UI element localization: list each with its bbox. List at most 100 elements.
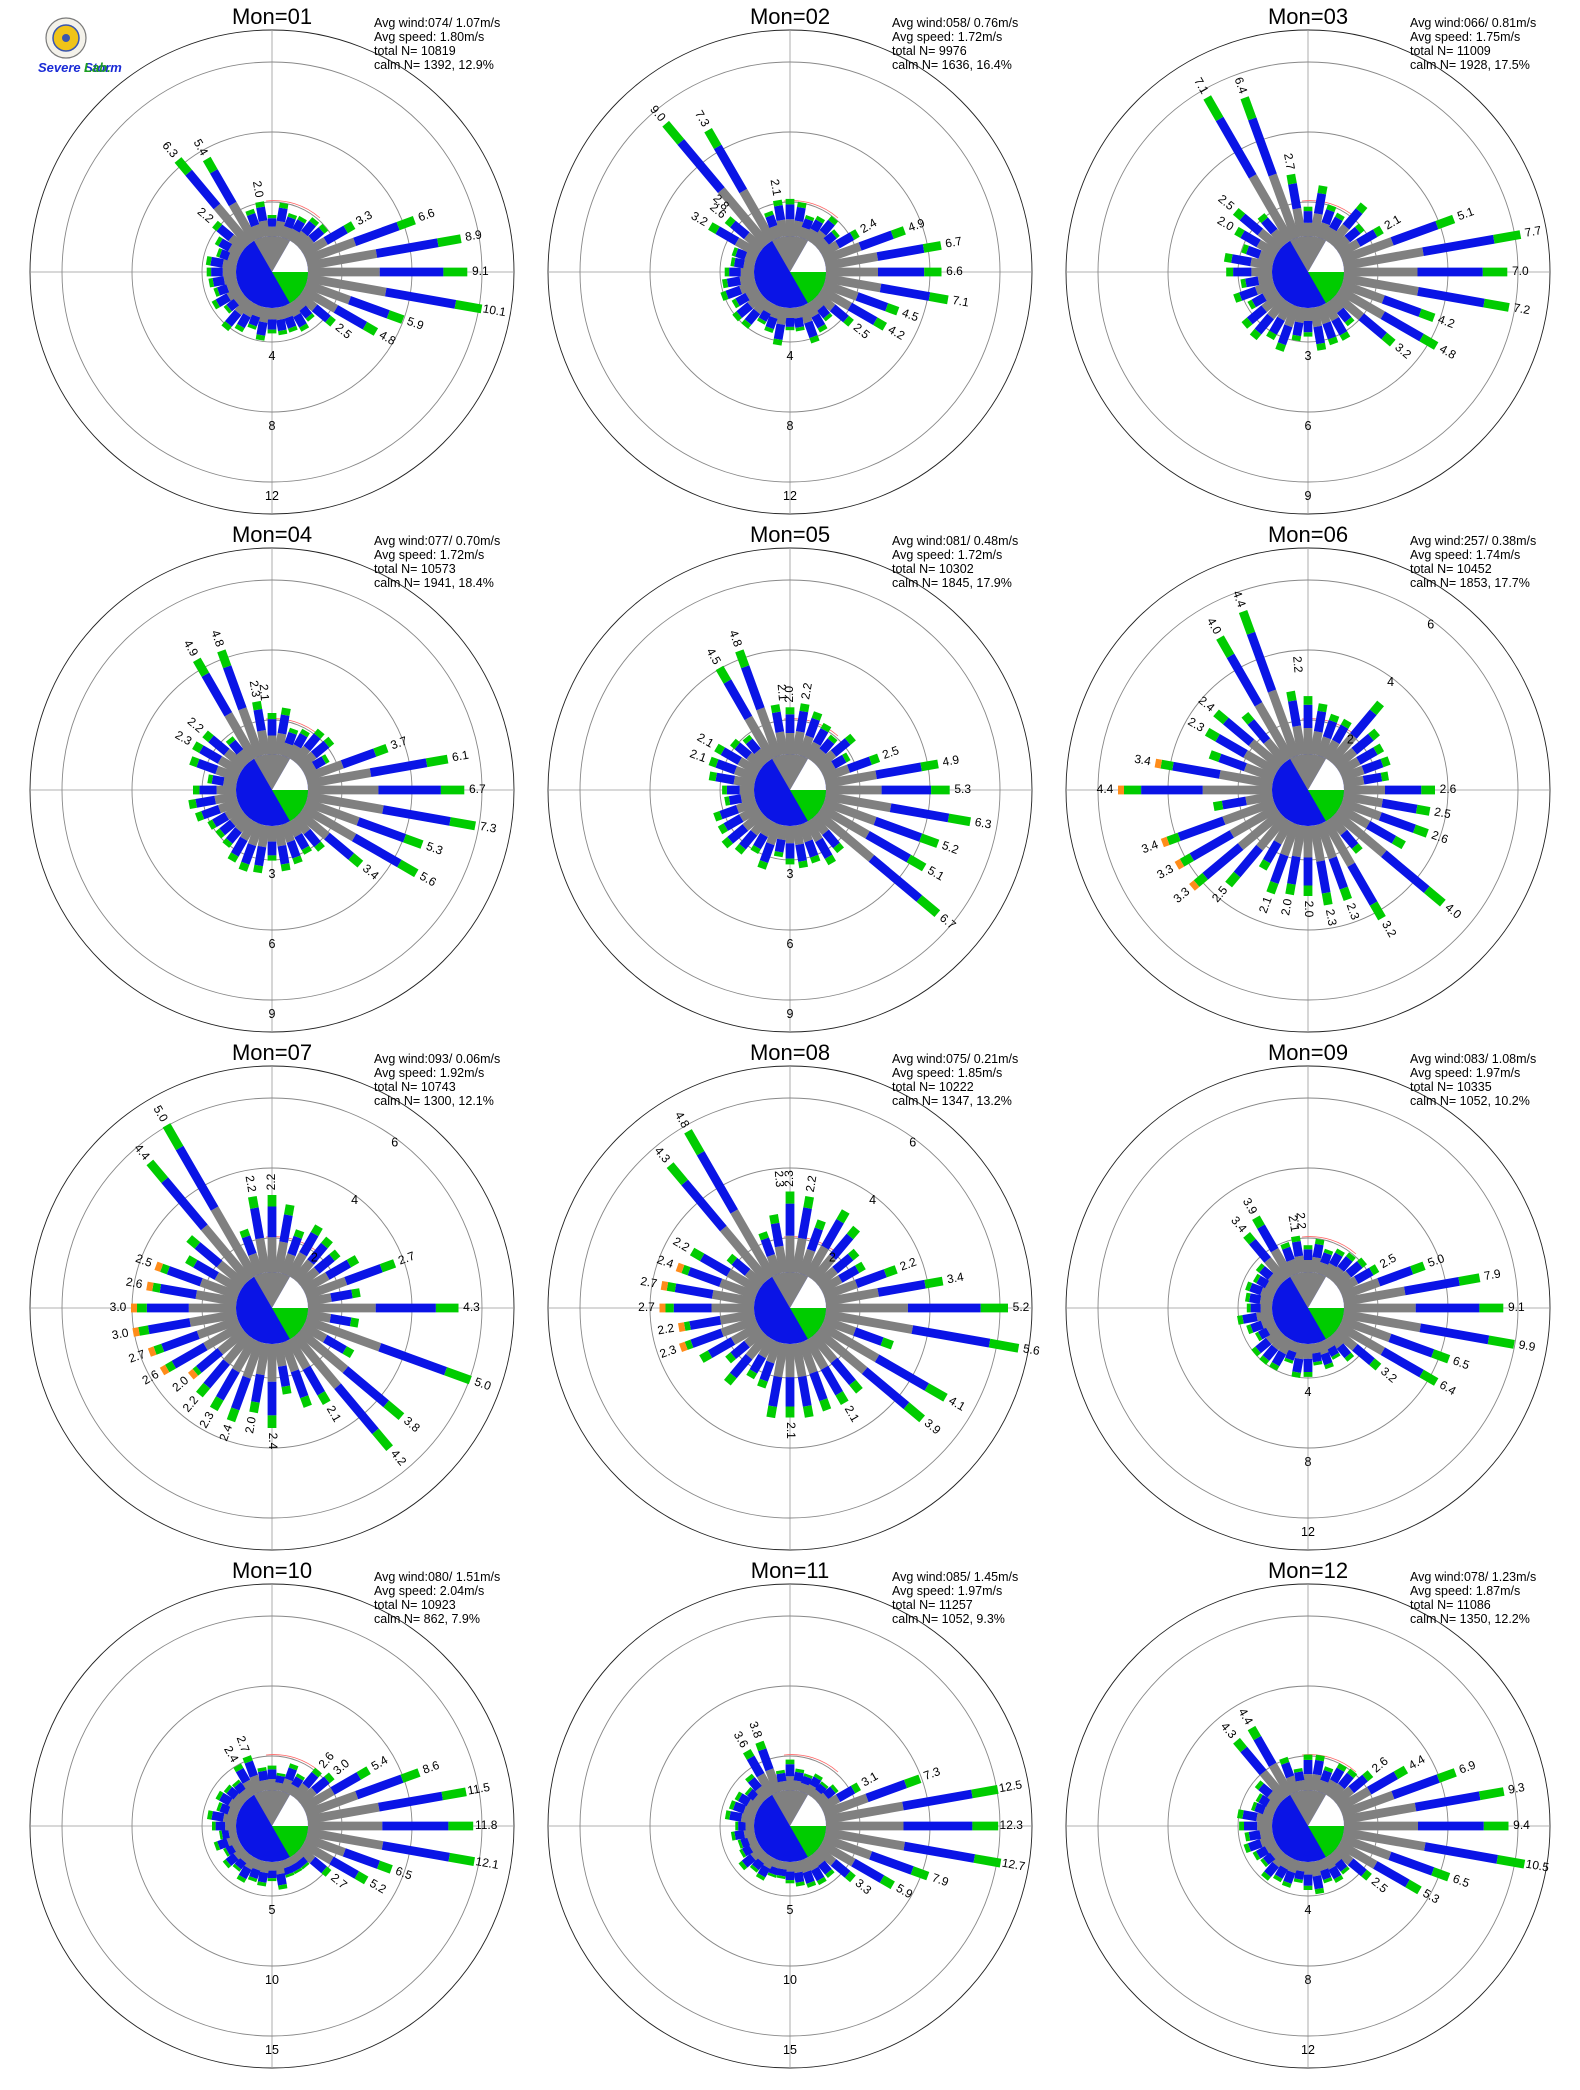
wind-bar-labeled-blue-segment — [348, 296, 390, 319]
ring-scale-label: 8 — [1305, 1973, 1312, 1987]
wind-bar-blue-segment — [1247, 719, 1271, 744]
wind-bar-labeled-blue-segment — [797, 1207, 812, 1240]
wind-bar-green-segment — [1261, 1871, 1271, 1881]
wind-bar-green-segment — [1239, 1821, 1244, 1831]
wind-bar-labeled-green-segment — [202, 156, 218, 174]
wind-bar-labeled-blue-segment — [1385, 785, 1422, 795]
ring-scale-label: 8 — [787, 419, 794, 433]
wind-bar-labeled-blue-segment — [1270, 853, 1289, 884]
wind-bar-green-segment — [720, 290, 729, 301]
wind-bar-green-segment — [1339, 331, 1351, 341]
wind-bar-labeled-grey-segment — [737, 757, 761, 776]
wind-bar-blue-segment — [853, 1327, 884, 1346]
bar-value-label: 5.9 — [405, 314, 426, 333]
wind-bar-grey-segment — [239, 1850, 253, 1864]
wind-bar-labeled-grey-segment — [1222, 798, 1276, 825]
wind-bar-blue-segment — [1303, 211, 1313, 223]
wind-bar-grey-segment — [259, 1779, 271, 1792]
stats-line: Avg speed: 1.75m/s — [1410, 30, 1520, 44]
bar-value-label: 2.3 — [782, 1170, 796, 1187]
wind-bar-labeled-blue-segment — [1418, 1821, 1484, 1831]
wind-bar-blue-segment — [1271, 1350, 1287, 1367]
wind-bar-labeled-green-segment — [885, 303, 900, 316]
stats-line: calm N= 1941, 18.4% — [374, 576, 494, 590]
wind-bar-green-segment — [1244, 1832, 1251, 1842]
wind-bar-labeled-green-segment — [1303, 885, 1313, 896]
wind-bar-labeled-green-segment — [773, 199, 783, 207]
wind-bar-blue-segment — [1344, 226, 1361, 243]
wind-bar-green-segment — [824, 854, 836, 866]
wind-bar-grey-segment — [228, 1798, 243, 1812]
wind-bar-blue-segment — [1258, 1794, 1271, 1807]
wind-bar-blue-segment — [821, 1219, 844, 1250]
wind-bar-labeled-grey-segment — [1340, 1316, 1392, 1342]
bar-value-label: 2.6 — [125, 1275, 144, 1292]
wind-bar-green-segment — [816, 1876, 827, 1886]
wind-bar-labeled-green-segment — [1124, 785, 1142, 795]
wind-bar-grey-segment — [1332, 1270, 1352, 1289]
wind-bar-blue-segment — [248, 314, 261, 327]
bar-value-label: 4.9 — [906, 216, 927, 235]
wind-bar-green-segment — [1344, 1352, 1355, 1362]
wind-bar-green-segment — [732, 311, 742, 322]
wind-bar-labeled-blue-segment — [902, 1789, 973, 1811]
wind-bar-labeled-grey-segment — [308, 267, 380, 277]
wind-bar-labeled-grey-segment — [242, 1779, 258, 1797]
wind-bar-labeled-green-segment — [1493, 230, 1522, 244]
wind-bar-green-segment — [247, 1876, 258, 1883]
bar-value-label: 2.7 — [234, 1734, 253, 1755]
wind-bar-grey-segment — [1277, 301, 1294, 321]
wind-bar-green-segment — [1251, 1801, 1258, 1812]
wind-bar-blue-segment — [215, 1821, 226, 1831]
wind-bar-green-segment — [222, 838, 233, 848]
stats-line: Avg wind:081/ 0.48m/s — [892, 534, 1018, 548]
bar-value-label: 9.4 — [1513, 1818, 1530, 1832]
wind-bar-labeled-blue-segment — [715, 226, 740, 246]
wind-bar-labeled-blue-segment — [333, 305, 368, 330]
bar-value-label: 2.3 — [173, 728, 195, 749]
stats-line: total N= 10302 — [892, 562, 974, 576]
bar-value-label: 3.4 — [360, 861, 382, 883]
wind-bar-green-segment — [280, 707, 291, 716]
wind-bar-labeled-grey-segment — [822, 764, 850, 782]
wind-bar-labeled-blue-segment — [677, 139, 725, 193]
wind-bar-grey-segment — [227, 244, 243, 258]
wind-bar-labeled-blue-segment — [1388, 1333, 1435, 1358]
wind-bar-green-segment — [772, 338, 783, 346]
wind-bar-blue-segment — [1231, 254, 1252, 267]
bar-value-label: 3.8 — [746, 1719, 765, 1740]
wind-bar-labeled-blue-segment — [323, 225, 348, 245]
wind-bar-labeled-blue-segment — [208, 735, 230, 756]
wind-bar-grey-segment — [301, 761, 317, 776]
wind-bar-grey-segment — [1337, 757, 1361, 776]
wind-bar-green-segment — [238, 861, 250, 872]
wind-bar-labeled-grey-segment — [826, 785, 882, 795]
wind-bar-blue-segment — [747, 1777, 762, 1792]
panels: 9.110.18.96.63.35.94.82.56.3 5.42.22.0481… — [29, 4, 1551, 2069]
wind-bar-green-segment — [1323, 1877, 1333, 1884]
wind-bar-green-segment — [847, 1248, 860, 1261]
wind-bar-blue-segment — [276, 318, 287, 332]
wind-bar-grey-segment — [1316, 736, 1332, 758]
wind-bar-blue-segment — [1254, 313, 1274, 335]
wind-bar-labeled-grey-segment — [306, 1827, 384, 1850]
wind-bar-labeled-green-segment — [362, 321, 379, 336]
wind-bar-blue-segment — [286, 839, 301, 859]
bar-value-label: 2.2 — [180, 1393, 202, 1415]
wind-bar-grey-segment — [798, 304, 813, 324]
panel-title: Mon=10 — [232, 1558, 312, 1583]
wind-bar-blue-segment — [822, 829, 840, 849]
wind-bar-blue-segment — [212, 276, 225, 287]
wind-bar-labeled-blue-segment — [161, 1177, 208, 1231]
wind-bar-labeled-green-segment — [1431, 1867, 1451, 1882]
stats-line: total N= 10452 — [1410, 562, 1492, 576]
wind-bar-green-segment — [725, 1352, 736, 1364]
wind-bar-grey-segment — [766, 822, 782, 846]
wind-bar-blue-segment — [1361, 758, 1384, 775]
wind-bar-labeled-grey-segment — [308, 785, 379, 795]
wind-bar-green-segment — [1237, 1315, 1244, 1325]
wind-bar-grey-segment — [785, 219, 795, 236]
wind-bar-labeled-green-segment — [735, 649, 750, 669]
wind-bar-labeled-blue-segment — [159, 1284, 197, 1299]
wind-bar-grey-segment — [296, 1267, 320, 1289]
